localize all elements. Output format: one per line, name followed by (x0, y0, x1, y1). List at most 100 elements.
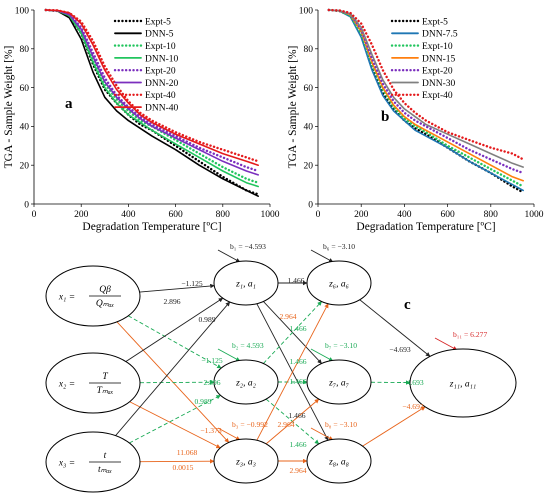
legend-entry: Expt-20 (145, 67, 176, 77)
bias-b8-label: b₈ = −3.10 (325, 420, 357, 429)
panel-label-b: b (381, 109, 389, 125)
y-tick-label: 20 (304, 162, 314, 172)
hidden2-node-label: z₆, a₆ (328, 280, 349, 290)
series-line-dnn-30 (327, 9, 525, 168)
y-axis-title: TGA - Sample Weight [%] (3, 46, 15, 169)
hidden1-node-label: z₃, a₃ (235, 458, 256, 468)
series-line-dnn-10 (44, 9, 260, 188)
y-tick-label: 40 (20, 123, 30, 133)
input-numerator: Qβ (99, 285, 111, 295)
bias-b3-label: b₃ = −0.992 (232, 420, 268, 429)
chart-panel-a: 0 200 400 600 800 1000 0 20 40 60 80 100 Degradation… (3, 6, 280, 233)
legend-entry: Expt-40 (145, 91, 176, 101)
input-denominator: Qₘₐₓ (96, 299, 115, 309)
x-tick-label: 200 (74, 210, 89, 220)
weight-label: −4.693 (402, 402, 424, 411)
bias-b7-label: b₇ = −3.10 (325, 341, 357, 350)
input-denominator: Tₘₐₓ (97, 386, 114, 396)
legend-entry: Expt-5 (422, 17, 448, 27)
weight-label: −4.693 (402, 378, 424, 387)
x-tick-label: 400 (397, 210, 412, 220)
panel-label-a: a (65, 96, 73, 112)
network-diagram-panel-c: b₁ = −4.593 b₂ = 4.593 b₃ = −0.992 b₆ = −3.… (45, 242, 517, 493)
hidden1-node-z2 (213, 359, 279, 405)
series-line-dnn-20 (44, 9, 260, 176)
bias-b8-label-arrow (310, 427, 334, 441)
hidden2-node-label: z₇, a₇ (328, 379, 349, 389)
hidden1-node-label: z₂, a₂ (235, 379, 256, 389)
bias-b6-label-arrow (310, 249, 334, 263)
hidden1-node-z3 (213, 438, 279, 484)
weight-label: 2.964 (279, 312, 296, 321)
panel-label-c: c (404, 297, 411, 313)
legend-entry: Expt-20 (422, 67, 453, 77)
chart-panel-b: 0 200 400 600 800 1000 0 20 40 60 80 100 Degradation… (287, 6, 544, 233)
legend-entry: DNN-5 (145, 30, 174, 40)
y-tick-label: 100 (299, 6, 314, 16)
series-line-dnn-7-5 (327, 9, 525, 192)
legend-entry: DNN-7.5 (422, 30, 458, 40)
hidden2-node-z8 (306, 438, 372, 484)
x-axis-title: Degradation Temperature [ºC] (356, 221, 495, 233)
bias-b6-label: b₆ = −3.10 (323, 242, 355, 251)
hidden1-node-z1 (213, 260, 279, 306)
weight-label: 0.989 (198, 315, 215, 324)
edge-x1-h2 (128, 315, 222, 369)
x-tick-label: 800 (484, 210, 499, 220)
bias-b1-label: b₁ = −4.593 (230, 242, 266, 251)
x-axis-title: Degradation Temperature [ºC] (82, 221, 221, 233)
legend-entry: DNN-10 (145, 54, 178, 64)
series-line-dnn-5 (44, 9, 260, 197)
weight-label: 2.964 (289, 466, 306, 475)
legend-entry: Expt-10 (145, 42, 176, 52)
y-tick-label: 0 (308, 200, 313, 210)
x-tick-label: 1000 (525, 210, 544, 220)
weight-label: 1.466 (287, 276, 304, 285)
series-line-dnn-40 (44, 9, 260, 166)
y-tick-label: 0 (24, 200, 29, 210)
x-tick-label: 0 (316, 210, 321, 220)
edge-x2-h1 (125, 297, 224, 362)
edge-h2-h2-1 (263, 301, 322, 364)
input-lhs: x₃ = (58, 459, 75, 469)
weight-label: 2.896 (203, 378, 220, 387)
weight-label: 11.068 (177, 448, 198, 457)
weight-label: 1.466 (289, 440, 306, 449)
series-line-expt-40 (327, 8, 525, 161)
bias-b2-label: b₂ = 4.593 (232, 341, 264, 350)
x-tick-label: 200 (354, 210, 369, 220)
x-tick-label: 800 (216, 210, 231, 220)
input-denominator: tₘₐₓ (98, 465, 112, 475)
y-tick-label: 60 (304, 84, 314, 94)
y-tick-label: 20 (20, 162, 30, 172)
chart-legend: Expt-5 DNN-7.5 Expt-10 DNN-15 Expt-20 DNN-30 E… (390, 17, 458, 101)
x-tick-label: 0 (32, 210, 37, 220)
edge-h3-h2-2 (265, 398, 320, 445)
chart-legend: Expt-5 DNN-5 Expt-10 DNN-10 Expt-20 DNN-20 Exp… (113, 17, 178, 114)
bias-b3-label-arrow (217, 427, 241, 441)
hidden2-node-z7 (306, 359, 372, 405)
y-tick-label: 60 (20, 84, 30, 94)
x-tick-label: 400 (121, 210, 136, 220)
output-node-label: z₁₁, a₁₁ (449, 380, 476, 390)
y-tick-label: 80 (20, 45, 30, 55)
edge-h2-3-out (362, 406, 426, 447)
weight-label: 1.466 (289, 357, 306, 366)
weight-label: −4.693 (389, 345, 411, 354)
y-tick-label: 40 (304, 123, 314, 133)
weight-label: 2.964 (277, 420, 294, 429)
legend-entry: Expt-10 (422, 42, 453, 52)
input-numerator: t (104, 451, 107, 461)
edge-x3-h1 (115, 301, 231, 436)
edge-x2-h3 (129, 401, 221, 449)
legend-entry: Expt-5 (145, 17, 171, 27)
bias-b1-label-arrow (217, 249, 241, 263)
input-lhs: x₁ = (58, 293, 75, 303)
weight-label: −1.373 (200, 426, 222, 435)
weight-label: 0.0015 (173, 463, 194, 472)
output-node-z11 (409, 348, 517, 418)
x-tick-label: 600 (168, 210, 183, 220)
y-tick-label: 80 (304, 45, 314, 55)
legend-entry: Expt-40 (422, 91, 453, 101)
bias-b11-label: b₁₁ = 6.277 (453, 330, 487, 339)
